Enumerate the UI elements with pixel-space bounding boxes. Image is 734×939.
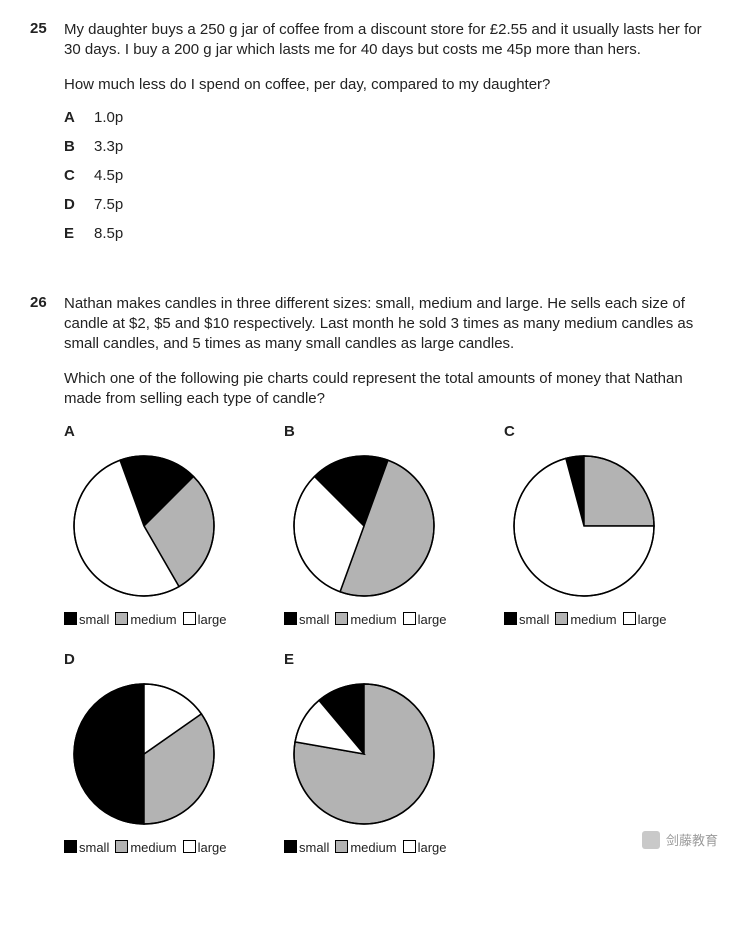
option-B: B3.3p [64,138,704,155]
legend-item-medium: medium [555,612,616,627]
legend-label-large: large [638,612,667,627]
question-text-1: My daughter buys a 250 g jar of coffee f… [64,20,704,61]
legend-item-medium: medium [115,612,176,627]
pie-legend: small medium large [64,840,264,855]
legend-item-small: small [64,840,109,855]
option-C: C4.5p [64,167,704,184]
option-text: 7.5p [94,196,123,213]
legend-swatch-small [64,612,77,625]
options-list: A1.0pB3.3pC4.5pD7.5pE8.5p [64,109,704,242]
legend-item-large: large [623,612,667,627]
legend-item-medium: medium [335,840,396,855]
legend-label-small: small [299,612,329,627]
legend-item-small: small [64,612,109,627]
legend-swatch-large [623,612,636,625]
chart-letter: E [284,651,484,668]
option-E: E8.5p [64,225,704,242]
option-letter: C [64,167,94,184]
question-body: Nathan makes candles in three different … [64,294,704,879]
chart-letter: D [64,651,264,668]
chart-letter: B [284,423,484,440]
option-letter: B [64,138,94,155]
legend-swatch-small [504,612,517,625]
option-letter: D [64,196,94,213]
chart-cell-A: Asmall medium large [64,423,264,627]
legend-swatch-small [284,840,297,853]
legend-swatch-medium [335,612,348,625]
chart-letter: A [64,423,264,440]
option-text: 3.3p [94,138,123,155]
watermark-icon [642,831,660,849]
legend-label-small: small [299,840,329,855]
pie-legend: small medium large [64,612,264,627]
legend-swatch-medium [335,840,348,853]
option-A: A1.0p [64,109,704,126]
question-text-1: Nathan makes candles in three different … [64,294,704,355]
legend-item-small: small [284,840,329,855]
legend-label-medium: medium [130,612,176,627]
legend-swatch-small [284,612,297,625]
legend-item-small: small [284,612,329,627]
option-text: 4.5p [94,167,123,184]
legend-swatch-large [183,840,196,853]
question-number: 26 [30,294,64,879]
legend-item-large: large [403,612,447,627]
option-text: 1.0p [94,109,123,126]
legend-label-large: large [418,840,447,855]
legend-label-large: large [198,612,227,627]
pie-chart-D [64,674,224,834]
charts-container: AsmallmediumlargeBsmallmediumlargeCsmall… [64,423,704,855]
legend-label-medium: medium [350,612,396,627]
legend-label-medium: medium [350,840,396,855]
pie-legend: small medium large [284,612,484,627]
legend-swatch-medium [555,612,568,625]
legend-swatch-large [183,612,196,625]
legend-swatch-medium [115,612,128,625]
question-number: 25 [30,20,64,254]
chart-letter: C [504,423,704,440]
chart-cell-B: Bsmall medium large [284,423,484,627]
pie-chart-A [64,446,224,606]
pie-slice-medium [584,456,654,526]
option-D: D7.5p [64,196,704,213]
legend-label-small: small [79,612,109,627]
legend-label-medium: medium [130,840,176,855]
legend-label-small: small [79,840,109,855]
legend-swatch-large [403,840,416,853]
question-body: My daughter buys a 250 g jar of coffee f… [64,20,704,254]
pie-chart-C [504,446,664,606]
charts-row: Dsmall medium large Esmall medium large [64,651,704,855]
chart-cell-E: Esmall medium large [284,651,484,855]
legend-item-large: large [183,612,227,627]
watermark-text: 剑藤教育 [666,830,718,849]
pie-legend: small medium large [284,840,484,855]
question-text-2: How much less do I spend on coffee, per … [64,75,704,95]
legend-item-medium: medium [335,612,396,627]
question-25: 25 My daughter buys a 250 g jar of coffe… [30,20,704,254]
chart-cell-C: Csmall medium large [504,423,704,627]
legend-item-medium: medium [115,840,176,855]
question-text-2: Which one of the following pie charts co… [64,369,704,410]
legend-label-medium: medium [570,612,616,627]
watermark: 剑藤教育 [642,830,718,849]
option-letter: E [64,225,94,242]
legend-item-large: large [403,840,447,855]
legend-item-small: small [504,612,549,627]
pie-slice-small [74,684,144,824]
legend-swatch-medium [115,840,128,853]
legend-item-large: large [183,840,227,855]
charts-row: AsmallmediumlargeBsmallmediumlargeCsmall… [64,423,704,627]
legend-swatch-large [403,612,416,625]
pie-legend: small medium large [504,612,704,627]
legend-label-large: large [198,840,227,855]
legend-label-small: small [519,612,549,627]
question-26: 26 Nathan makes candles in three differe… [30,294,704,879]
option-text: 8.5p [94,225,123,242]
pie-chart-B [284,446,444,606]
legend-swatch-small [64,840,77,853]
pie-chart-E [284,674,444,834]
legend-label-large: large [418,612,447,627]
chart-cell-D: Dsmall medium large [64,651,264,855]
option-letter: A [64,109,94,126]
